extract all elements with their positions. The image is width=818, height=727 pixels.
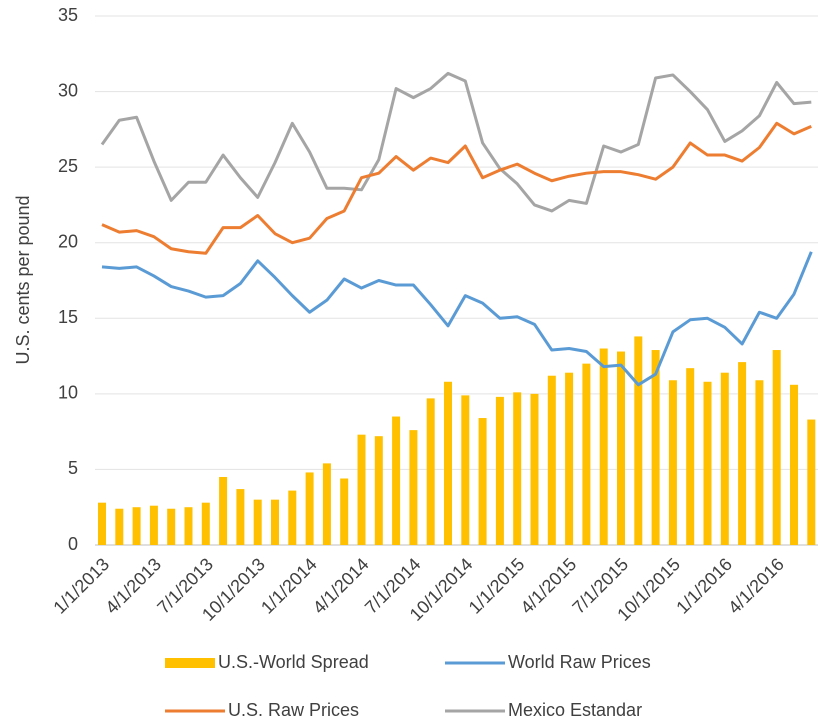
bar bbox=[374, 436, 383, 545]
bar bbox=[392, 416, 401, 545]
bar bbox=[149, 505, 158, 545]
bar bbox=[530, 393, 539, 545]
y-tick-label: 10 bbox=[58, 383, 78, 403]
bar bbox=[755, 380, 764, 545]
bar bbox=[807, 419, 816, 545]
y-axis-label: U.S. cents per pound bbox=[13, 195, 33, 364]
bar bbox=[444, 381, 452, 545]
x-tick-label: 4/1/2015 bbox=[517, 554, 581, 618]
y-tick-label: 25 bbox=[58, 156, 78, 176]
y-tick-label: 20 bbox=[58, 231, 78, 251]
bar bbox=[582, 363, 591, 545]
bar bbox=[132, 507, 141, 545]
bar bbox=[288, 490, 297, 545]
line-series bbox=[101, 121, 812, 255]
bar bbox=[184, 507, 193, 545]
bar bbox=[409, 430, 418, 545]
bar bbox=[495, 396, 504, 545]
y-tick-label: 30 bbox=[58, 80, 78, 100]
x-tick-label: 1/1/2015 bbox=[465, 554, 529, 618]
bar bbox=[703, 381, 712, 545]
legend-swatch bbox=[165, 658, 215, 668]
bar bbox=[253, 499, 262, 545]
bar bbox=[738, 362, 747, 545]
bar bbox=[461, 395, 470, 545]
bar bbox=[513, 392, 522, 545]
bar bbox=[565, 372, 574, 545]
bar bbox=[478, 418, 487, 545]
legend-label: World Raw Prices bbox=[508, 652, 651, 672]
x-tick-label: 1/1/2014 bbox=[257, 554, 321, 618]
bar bbox=[617, 351, 625, 545]
bar bbox=[340, 478, 349, 545]
bar bbox=[322, 463, 331, 545]
x-tick-label: 1/1/2013 bbox=[49, 554, 113, 618]
bar bbox=[219, 476, 228, 545]
x-tick-label: 1/1/2016 bbox=[672, 554, 736, 618]
bar bbox=[772, 350, 781, 545]
y-tick-label: 35 bbox=[58, 5, 78, 25]
bar bbox=[426, 398, 435, 545]
legend-label: U.S.-World Spread bbox=[218, 652, 369, 672]
line-series bbox=[100, 71, 812, 213]
bar bbox=[201, 502, 210, 545]
y-tick-label: 0 bbox=[68, 534, 78, 554]
bar bbox=[599, 348, 608, 545]
bar bbox=[634, 336, 643, 545]
bar bbox=[357, 434, 366, 545]
bar bbox=[98, 502, 106, 545]
bar bbox=[305, 472, 314, 545]
bar bbox=[167, 508, 176, 545]
x-tick-label: 4/1/2014 bbox=[309, 554, 373, 618]
bar bbox=[547, 375, 556, 545]
x-tick-label: 4/1/2013 bbox=[101, 554, 165, 618]
bar bbox=[115, 508, 124, 545]
x-tick-label: 4/1/2016 bbox=[724, 554, 788, 618]
y-tick-label: 15 bbox=[58, 307, 78, 327]
bar bbox=[790, 384, 798, 545]
bar bbox=[720, 372, 729, 545]
legend-label: Mexico Estandar bbox=[508, 700, 642, 720]
y-tick-label: 5 bbox=[68, 458, 78, 478]
bar bbox=[668, 380, 677, 545]
legend-label: U.S. Raw Prices bbox=[228, 700, 359, 720]
bar bbox=[236, 489, 245, 545]
line-series bbox=[101, 251, 813, 387]
bar bbox=[651, 350, 660, 545]
bar bbox=[686, 368, 695, 545]
bar bbox=[271, 499, 279, 545]
